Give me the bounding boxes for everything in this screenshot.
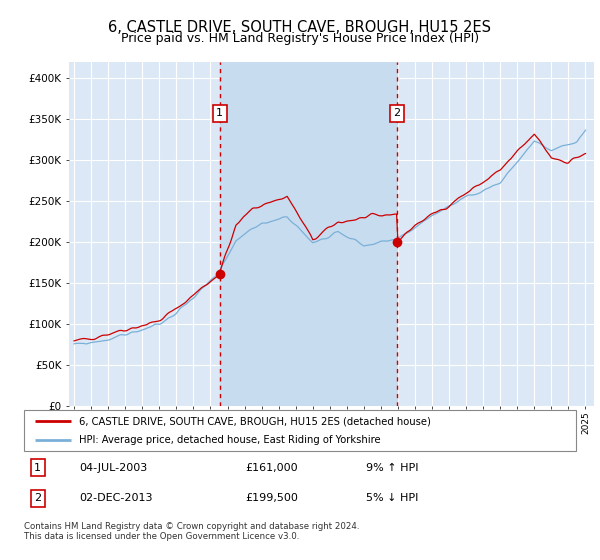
Text: 02-DEC-2013: 02-DEC-2013 [79,493,152,503]
Text: 1: 1 [34,463,41,473]
Text: 9% ↑ HPI: 9% ↑ HPI [366,463,419,473]
Text: 04-JUL-2003: 04-JUL-2003 [79,463,148,473]
Bar [220,62,397,406]
Text: Price paid vs. HM Land Registry's House Price Index (HPI): Price paid vs. HM Land Registry's House … [121,32,479,45]
Text: 2: 2 [34,493,41,503]
Text: £161,000: £161,000 [245,463,298,473]
Text: 6, CASTLE DRIVE, SOUTH CAVE, BROUGH, HU15 2ES (detached house): 6, CASTLE DRIVE, SOUTH CAVE, BROUGH, HU1… [79,417,431,426]
Text: 6, CASTLE DRIVE, SOUTH CAVE, BROUGH, HU15 2ES: 6, CASTLE DRIVE, SOUTH CAVE, BROUGH, HU1… [109,20,491,35]
Text: HPI: Average price, detached house, East Riding of Yorkshire: HPI: Average price, detached house, East… [79,435,381,445]
Text: 2: 2 [393,108,400,118]
Text: 5% ↓ HPI: 5% ↓ HPI [366,493,419,503]
FancyBboxPatch shape [24,410,576,451]
Text: Contains HM Land Registry data © Crown copyright and database right 2024.
This d: Contains HM Land Registry data © Crown c… [24,522,359,542]
Text: £199,500: £199,500 [245,493,298,503]
Text: 1: 1 [216,108,223,118]
